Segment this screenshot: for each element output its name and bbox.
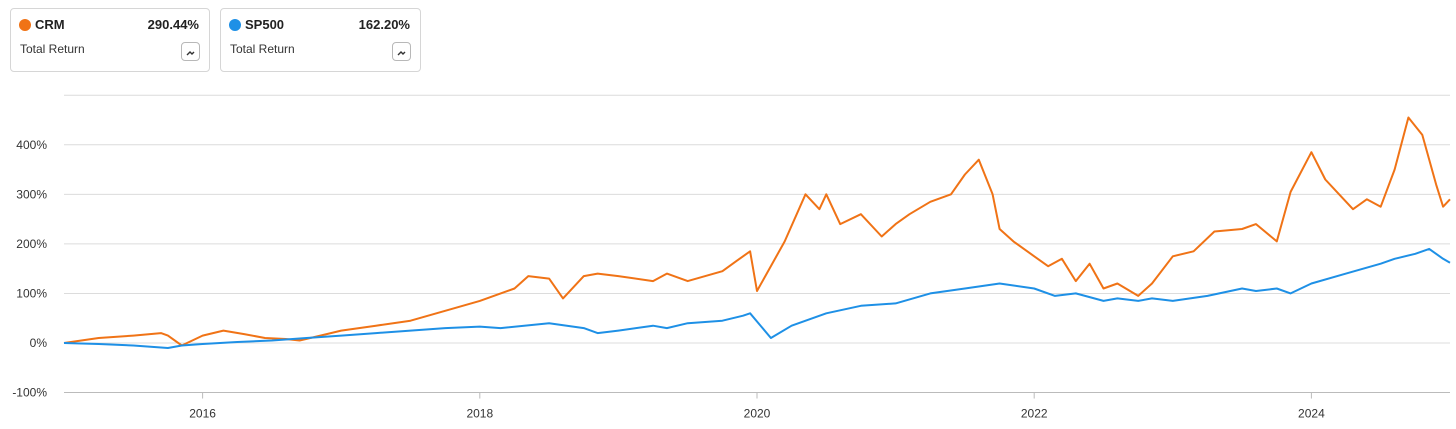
y-tick-label: 200% [16, 237, 47, 251]
y-tick-label: 400% [16, 138, 47, 152]
x-tick-label: 2020 [744, 407, 771, 421]
legend-series-name: SP500 [245, 17, 285, 32]
legend-metric-label: Total Return [230, 42, 295, 56]
y-tick-label: 0% [30, 336, 48, 350]
series-line-sp500 [63, 247, 1451, 349]
x-tick-label: 2018 [466, 407, 493, 421]
y-tick-label: 300% [16, 187, 47, 201]
chart-options-icon [397, 51, 406, 56]
series-color-dot [229, 19, 241, 31]
total-return-line-chart: -100% 0% 100% 200% 300% 400% 2016 2018 2020 2022 2… [12, 94, 1451, 421]
legend-card-crm[interactable]: CRM 290.44% Total Return [10, 8, 210, 72]
legend-series-value: 162.20% [358, 17, 410, 32]
legend-series-name: CRM [35, 17, 65, 32]
series-color-dot [19, 19, 31, 31]
y-tick-label: -100% [12, 386, 47, 400]
x-tick-label: 2022 [1021, 407, 1048, 421]
chart-options-button[interactable] [392, 42, 411, 61]
legend-metric-label: Total Return [20, 42, 85, 56]
legend-series-value: 290.44% [147, 17, 199, 32]
chart-options-icon [186, 51, 195, 56]
legend-card-sp500[interactable]: SP500 162.20% Total Return [220, 8, 421, 72]
x-tick-label: 2024 [1298, 407, 1325, 421]
y-tick-label: 100% [16, 286, 47, 300]
x-tick-label: 2016 [189, 407, 216, 421]
chart-options-button[interactable] [181, 42, 200, 61]
series-line-crm [63, 116, 1451, 347]
